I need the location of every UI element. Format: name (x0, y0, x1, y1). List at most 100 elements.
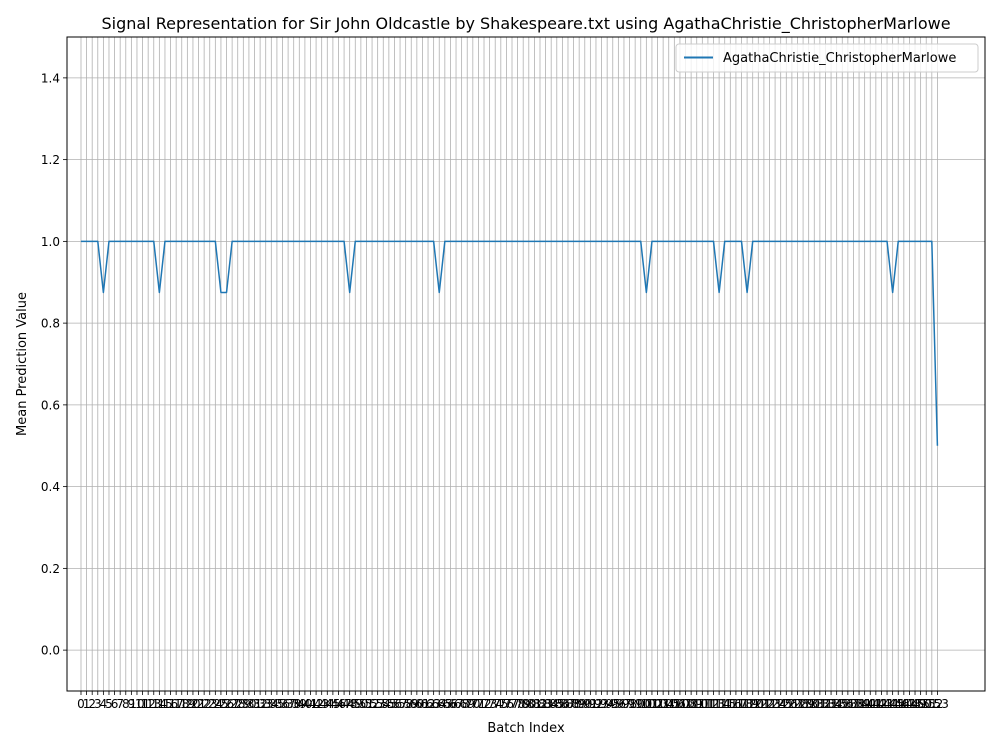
x-tick-label: 5 (105, 697, 113, 711)
x-tick-label: 6 (111, 697, 119, 711)
x-tick-label: 106 (663, 697, 686, 711)
x-tick-label: 97 (616, 697, 631, 711)
x-tick-label: 77 (504, 697, 519, 711)
x-tick-label: 11 (135, 697, 150, 711)
x-tick-label: 13 (146, 697, 161, 711)
x-tick-label: 113 (702, 697, 725, 711)
x-tick-label: 54 (376, 697, 391, 711)
x-tick-label: 16 (163, 697, 178, 711)
x-tick-label: 103 (646, 697, 669, 711)
x-tick-label: 91 (583, 697, 598, 711)
x-axis-label: Batch Index (487, 721, 565, 736)
x-tick-label: 99 (628, 697, 643, 711)
x-tick-label: 153 (926, 697, 949, 711)
x-tick-label: 105 (657, 697, 680, 711)
legend-box (675, 43, 979, 73)
x-tick-label: 93 (594, 697, 609, 711)
x-tick-label: 20 (185, 697, 200, 711)
x-tick-label: 74 (488, 697, 503, 711)
x-tick-label: 41 (303, 697, 318, 711)
x-tick-label: 46 (331, 697, 346, 711)
x-tick-label: 22 (196, 697, 211, 711)
x-tick-label: 81 (527, 697, 542, 711)
x-tick-label: 2 (88, 697, 96, 711)
x-tick-label: 152 (920, 697, 943, 711)
x-tick-label: 108 (674, 697, 697, 711)
x-tick-label: 123 (758, 697, 781, 711)
legend-label: AgathaChristie_ChristopherMarlowe (723, 51, 956, 66)
x-tick-label: 61 (415, 697, 430, 711)
x-tick-label: 47 (336, 697, 351, 711)
y-tick-label: 0.6 (41, 398, 60, 412)
x-tick-label: 104 (652, 697, 675, 711)
x-tick-label: 96 (611, 697, 626, 711)
x-tick-label: 0 (77, 697, 85, 711)
x-tick-label: 115 (713, 697, 736, 711)
x-tick-label: 137 (836, 697, 859, 711)
x-tick-label: 111 (691, 697, 714, 711)
x-tick-label: 26 (219, 697, 234, 711)
y-tick-label: 1.0 (41, 235, 60, 249)
x-tick-label: 49 (348, 697, 363, 711)
x-tick-label: 44 (320, 697, 335, 711)
x-tick-label: 147 (892, 697, 915, 711)
x-tick-label: 121 (747, 697, 770, 711)
x-tick-label: 134 (820, 697, 843, 711)
y-tick-label: 1.2 (41, 153, 60, 167)
x-tick-label: 95 (605, 697, 620, 711)
x-tick-label: 33 (258, 697, 273, 711)
x-tick-label: 12 (141, 697, 156, 711)
x-tick-label: 72 (476, 697, 491, 711)
x-tick-label: 39 (292, 697, 307, 711)
x-tick-label: 1 (83, 697, 91, 711)
x-tick-label: 7 (116, 697, 124, 711)
x-tick-label: 64 (432, 697, 447, 711)
x-tick-label: 85 (549, 697, 564, 711)
x-tick-label: 82 (532, 697, 547, 711)
x-tick-label: 40 (297, 697, 312, 711)
x-tick-label: 114 (708, 697, 731, 711)
x-tick-label: 50 (353, 697, 368, 711)
x-tick-label: 101 (635, 697, 658, 711)
x-tick-label: 139 (848, 697, 871, 711)
x-tick-label: 30 (241, 697, 256, 711)
x-tick-label: 75 (493, 697, 508, 711)
x-tick-label: 8 (122, 697, 130, 711)
x-tick-label: 19 (180, 697, 195, 711)
x-tick-label: 17 (169, 697, 184, 711)
x-tick-label: 130 (797, 697, 820, 711)
x-tick-label: 69 (460, 697, 475, 711)
x-tick-label: 32 (252, 697, 267, 711)
x-tick-label: 10 (129, 697, 144, 711)
x-tick-label: 34 (264, 697, 279, 711)
x-tick-label: 124 (764, 697, 787, 711)
x-tick-label: 145 (881, 697, 904, 711)
x-tick-label: 109 (680, 697, 703, 711)
x-tick-label: 132 (808, 697, 831, 711)
x-tick-label: 68 (454, 697, 469, 711)
y-tick-label: 0.8 (41, 317, 60, 331)
x-tick-label: 89 (572, 697, 587, 711)
x-tick-label: 66 (443, 697, 458, 711)
x-tick-label: 31 (247, 697, 262, 711)
x-tick-label: 80 (521, 697, 536, 711)
y-tick-label: 0.4 (41, 480, 60, 494)
x-tick-label: 18 (174, 697, 189, 711)
x-tick-label: 90 (577, 697, 592, 711)
x-tick-label: 131 (803, 697, 826, 711)
x-tick-label: 25 (213, 697, 228, 711)
x-tick-label: 118 (730, 697, 753, 711)
x-tick-label: 122 (752, 697, 775, 711)
x-tick-label: 65 (437, 697, 452, 711)
x-tick-label: 52 (364, 697, 379, 711)
x-tick-label: 21 (191, 697, 206, 711)
chart-title: Signal Representation for Sir John Oldca… (101, 14, 950, 34)
x-tick-label: 76 (499, 697, 514, 711)
x-tick-label: 112 (696, 697, 719, 711)
x-tick-label: 135 (825, 697, 848, 711)
y-axis-ticks: 0.0 0.2 0.4 0.6 0.8 1.0 1.2 1.4 (41, 71, 67, 658)
x-tick-label: 15 (157, 697, 172, 711)
x-tick-label: 148 (898, 697, 921, 711)
x-tick-label: 129 (792, 697, 815, 711)
x-tick-label: 142 (864, 697, 887, 711)
